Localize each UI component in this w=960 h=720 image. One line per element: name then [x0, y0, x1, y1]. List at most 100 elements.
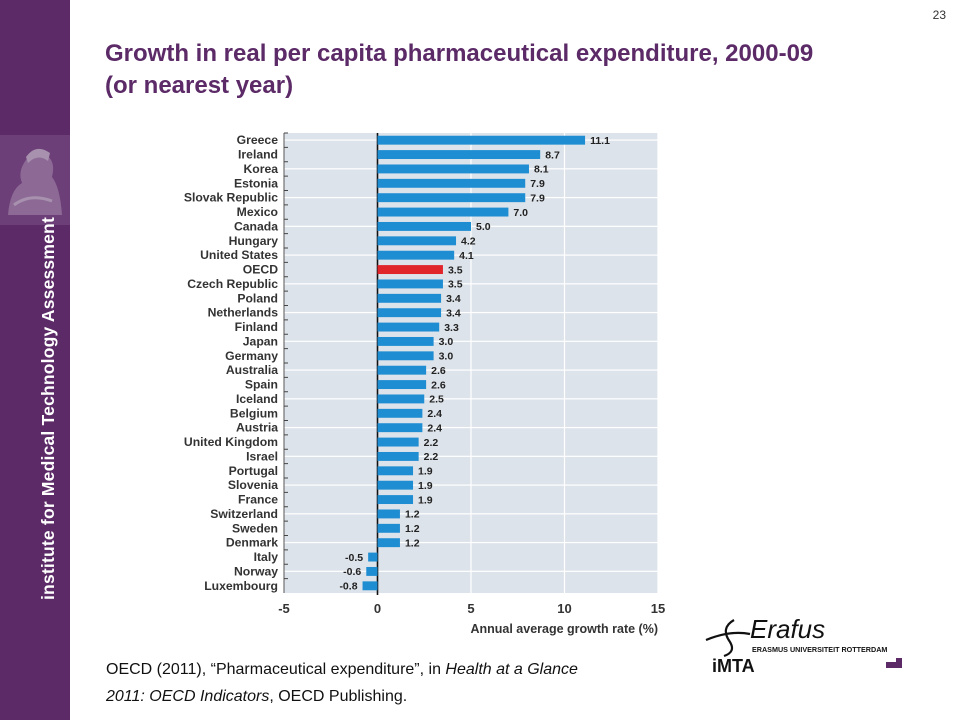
- x-tick-label: -5: [278, 601, 290, 616]
- category-label: Estonia: [234, 176, 278, 190]
- bar: [366, 566, 378, 576]
- data-label: 1.9: [418, 480, 433, 492]
- category-label: United States: [200, 248, 278, 262]
- category-label: Iceland: [236, 392, 278, 406]
- bar: [377, 380, 427, 390]
- data-label: 2.6: [431, 365, 446, 377]
- data-label: 2.5: [429, 394, 444, 406]
- citation-text-1: OECD (2011), “Pharmaceutical expenditure…: [106, 661, 446, 678]
- data-label: 1.2: [405, 537, 420, 549]
- bar: [377, 365, 427, 375]
- category-label: Switzerland: [210, 507, 278, 521]
- category-label: France: [238, 493, 278, 507]
- data-label: 5.0: [476, 221, 491, 233]
- category-label: Australia: [226, 363, 278, 377]
- bar: [377, 322, 440, 332]
- data-label: -0.8: [339, 581, 357, 593]
- citation-italic-2: 2011: OECD Indicators: [106, 688, 270, 705]
- x-tick-label: 0: [374, 601, 381, 616]
- category-label: OECD: [243, 263, 278, 277]
- data-label: 11.1: [590, 135, 610, 147]
- bar: [377, 178, 526, 188]
- category-label: Slovenia: [228, 478, 278, 492]
- bar-chart-svg: Greece 11.1 Ireland 8.7 Korea 8.1 Estonia 7.9 Sl…: [184, 132, 665, 636]
- bar: [377, 207, 509, 217]
- data-label: 2.4: [427, 408, 442, 420]
- erasmus-signature-mark: [705, 619, 751, 658]
- category-label: Spain: [245, 378, 278, 392]
- slide-title: Growth in real per capita pharmaceutical…: [105, 38, 905, 102]
- data-label: 2.2: [424, 451, 439, 463]
- bar: [377, 394, 425, 404]
- data-label: 7.9: [530, 178, 545, 190]
- category-label: United Kingdom: [184, 435, 278, 449]
- bar: [377, 236, 457, 246]
- data-label: 4.1: [459, 250, 474, 262]
- data-label: 3.5: [448, 264, 463, 276]
- bar: [377, 164, 529, 174]
- sidebar-institute-name: institute for Medical Technology Assessm…: [38, 217, 58, 600]
- bar: [377, 495, 414, 505]
- bar: [377, 135, 586, 145]
- data-label: 1.9: [418, 466, 433, 478]
- bar: [377, 480, 414, 490]
- slide-title-line-1: Growth in real per capita pharmaceutical…: [105, 40, 814, 67]
- citation: OECD (2011), “Pharmaceutical expenditure…: [106, 656, 578, 710]
- bar: [377, 279, 443, 289]
- bar: [362, 581, 378, 591]
- data-label: 2.4: [427, 422, 442, 434]
- bar: [377, 523, 400, 533]
- category-label: Mexico: [237, 205, 278, 219]
- data-label: 3.5: [448, 279, 463, 291]
- category-label: Hungary: [229, 234, 279, 248]
- data-label: 8.1: [534, 164, 549, 176]
- data-label: 2.2: [424, 437, 439, 449]
- bar: [377, 466, 414, 476]
- bar: [377, 351, 434, 361]
- bar: [377, 250, 455, 260]
- data-label: 2.6: [431, 379, 446, 391]
- bar: [377, 221, 471, 231]
- data-label: -0.6: [343, 566, 361, 578]
- citation-line-1: OECD (2011), “Pharmaceutical expenditure…: [106, 656, 578, 683]
- sidebar: institute for Medical Technology Assessm…: [0, 0, 70, 720]
- data-label: 7.9: [530, 192, 545, 204]
- bar: [377, 193, 526, 203]
- erasmus-imta-logo: Erafus ERASMUS UNIVERSITEIT ROTTERDAM iM…: [705, 614, 902, 676]
- x-tick-label: 15: [651, 601, 665, 616]
- bar: [377, 308, 442, 318]
- erasmus-portrait-emblem: [0, 135, 70, 225]
- bar: [377, 408, 423, 418]
- bar: [377, 437, 419, 447]
- imta-wordmark: iMTA: [712, 656, 755, 676]
- category-label: Austria: [236, 421, 278, 435]
- x-tick-label: 10: [557, 601, 571, 616]
- bar: [368, 552, 378, 562]
- university-name: ERASMUS UNIVERSITEIT ROTTERDAM: [752, 645, 887, 654]
- category-label: Finland: [235, 320, 278, 334]
- erasmus-signature: Erafus: [750, 614, 825, 644]
- category-label: Japan: [243, 334, 278, 348]
- data-label: 3.3: [444, 322, 459, 334]
- bar: [377, 293, 442, 303]
- data-label: 4.2: [461, 236, 476, 248]
- category-label: Korea: [243, 162, 278, 176]
- data-label: 1.2: [405, 509, 420, 521]
- category-label: Belgium: [230, 406, 278, 420]
- category-label: Greece: [237, 133, 279, 147]
- category-label: Czech Republic: [187, 277, 278, 291]
- imta-corner-mark: [886, 658, 902, 668]
- category-label: Slovak Republic: [184, 191, 278, 205]
- category-label: Norway: [234, 564, 278, 578]
- category-label: Germany: [225, 349, 278, 363]
- x-axis-label: Annual average growth rate (%): [470, 622, 658, 636]
- category-label: Denmark: [226, 536, 278, 550]
- category-label: Sweden: [232, 521, 278, 535]
- citation-italic-1: Health at a Glance: [445, 661, 578, 678]
- bar: [377, 265, 443, 275]
- data-label: 8.7: [545, 149, 560, 161]
- category-label: Ireland: [238, 148, 278, 162]
- bar: [377, 451, 419, 461]
- category-label: Poland: [237, 291, 278, 305]
- data-label: -0.5: [345, 552, 363, 564]
